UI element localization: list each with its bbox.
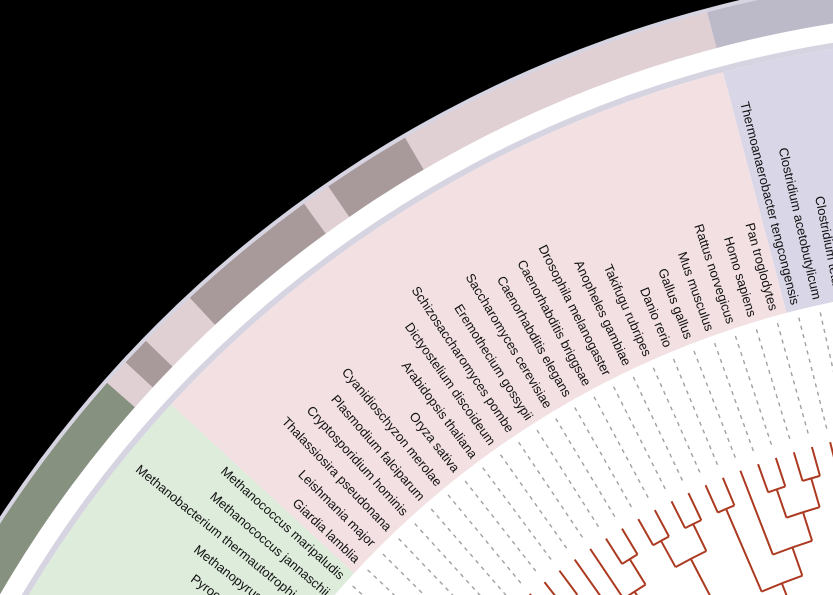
outer-band-segment-seg-archaea: [0, 382, 135, 595]
tree-node-arc: [802, 474, 821, 482]
tree-tip-branch: [670, 500, 686, 529]
tip-connector-line-13: [572, 404, 632, 508]
tree-tip-branch: [543, 581, 556, 595]
tree-branch: [810, 478, 821, 508]
tip-connector-line-15: [535, 427, 600, 528]
sector-archaea: [28, 404, 355, 595]
tree-node-arc: [772, 539, 813, 556]
tree-tip-branch: [653, 509, 670, 537]
outer-band-segment-seg-metazoa: [405, 12, 717, 170]
tree-tip-branch: [757, 463, 770, 493]
tree-tip-branch: [573, 559, 601, 595]
tip-connector-line-22: [412, 521, 481, 595]
sector-eukaryota: [171, 72, 787, 574]
tip-connector-line-14: [553, 416, 616, 518]
tip-connector-line-1: [818, 309, 833, 373]
tip-connector-line-19: [463, 478, 537, 572]
tree-tip-branch: [637, 518, 654, 546]
tip-connector-line-7: [692, 348, 736, 458]
tree-tip-branch: [774, 457, 787, 487]
tree-node-arc: [767, 485, 786, 494]
tree-tip-branch: [687, 492, 703, 521]
tip-connector-line-17: [498, 452, 568, 549]
tree-branch: [775, 489, 788, 519]
tip-connector-line-9: [651, 365, 701, 473]
tip-connector-line-6: [713, 340, 754, 452]
outer-band-segment-seg-7: [125, 340, 173, 388]
tip-connector-line-2: [797, 314, 828, 429]
tree-branch: [660, 540, 677, 568]
tip-connector-line-4: [754, 326, 791, 440]
tree-branch: [628, 558, 647, 586]
tip-connector-line-21: [429, 506, 507, 595]
tree-node-arc: [627, 583, 647, 595]
tip-connector-line-16: [516, 439, 583, 538]
tip-connector-line-5: [733, 333, 773, 445]
tip-connector-line-18: [480, 465, 552, 560]
outer-band-segment-seg-5: [189, 203, 326, 325]
tree-branch: [802, 511, 814, 542]
sector-bacteria: [722, 48, 833, 313]
tree-area: [334, 302, 833, 595]
tip-connector-line-8: [671, 356, 719, 466]
tree-tip-branch: [558, 570, 579, 595]
tip-connector-line-20: [445, 492, 522, 584]
tree-branch: [725, 508, 763, 593]
tree-tip-branch: [810, 446, 821, 477]
outer-band-segment-seg-fungi: [328, 137, 424, 217]
tip-connector-line-3: [776, 320, 809, 434]
tip-connector-line-11: [611, 384, 666, 490]
tree-branch: [692, 523, 708, 552]
outer-band-segment-seg-bacteria: [707, 0, 833, 49]
tree-tip-branch: [589, 548, 623, 595]
tree-branch: [780, 582, 788, 595]
tree-tip-branch: [605, 538, 623, 565]
tree-tip-branch: [792, 451, 804, 482]
tree-tip-branch: [739, 470, 774, 555]
outer-band-segment-seg-6: [145, 297, 215, 367]
tree-tip-branch: [704, 484, 719, 513]
tip-connector-line-24: [380, 551, 426, 595]
tip-connector-line-12: [592, 394, 649, 499]
tree-tip-branch: [721, 477, 736, 506]
tree-branch: [689, 558, 711, 595]
outer-band-segment-seg-4: [304, 186, 350, 234]
tree-branch: [791, 547, 804, 577]
tip-connector-line-10: [631, 374, 684, 481]
outer-band-segment-seg-8: [107, 362, 153, 408]
tree-tip-branch: [621, 528, 639, 555]
